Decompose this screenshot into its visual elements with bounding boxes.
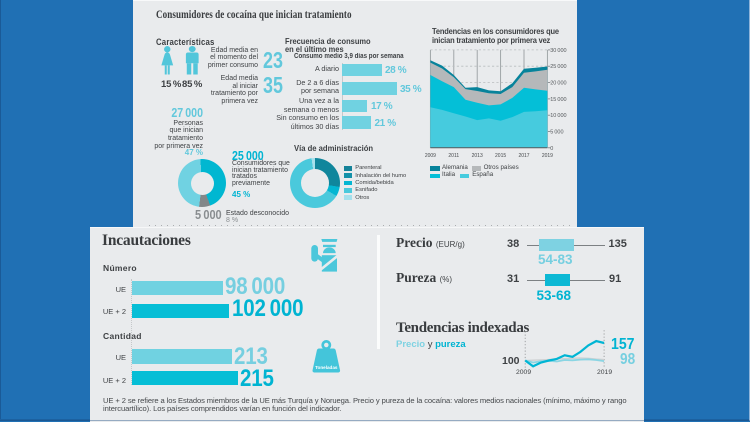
svg-text:10 000: 10 000	[550, 113, 566, 119]
svg-text:25 000: 25 000	[550, 64, 566, 70]
svg-text:2017: 2017	[518, 153, 529, 159]
svg-text:2013: 2013	[472, 153, 483, 159]
svg-text:5 000: 5 000	[550, 130, 563, 136]
svg-text:30 000: 30 000	[550, 48, 566, 54]
svg-text:0: 0	[550, 146, 553, 152]
svg-text:2011: 2011	[448, 153, 459, 159]
svg-text:2019: 2019	[542, 153, 553, 159]
svg-text:2015: 2015	[495, 153, 506, 159]
svg-text:Toneladas: Toneladas	[315, 365, 338, 370]
svg-text:20 000: 20 000	[550, 81, 566, 87]
svg-text:2009: 2009	[425, 153, 436, 159]
svg-text:15 000: 15 000	[550, 97, 566, 103]
